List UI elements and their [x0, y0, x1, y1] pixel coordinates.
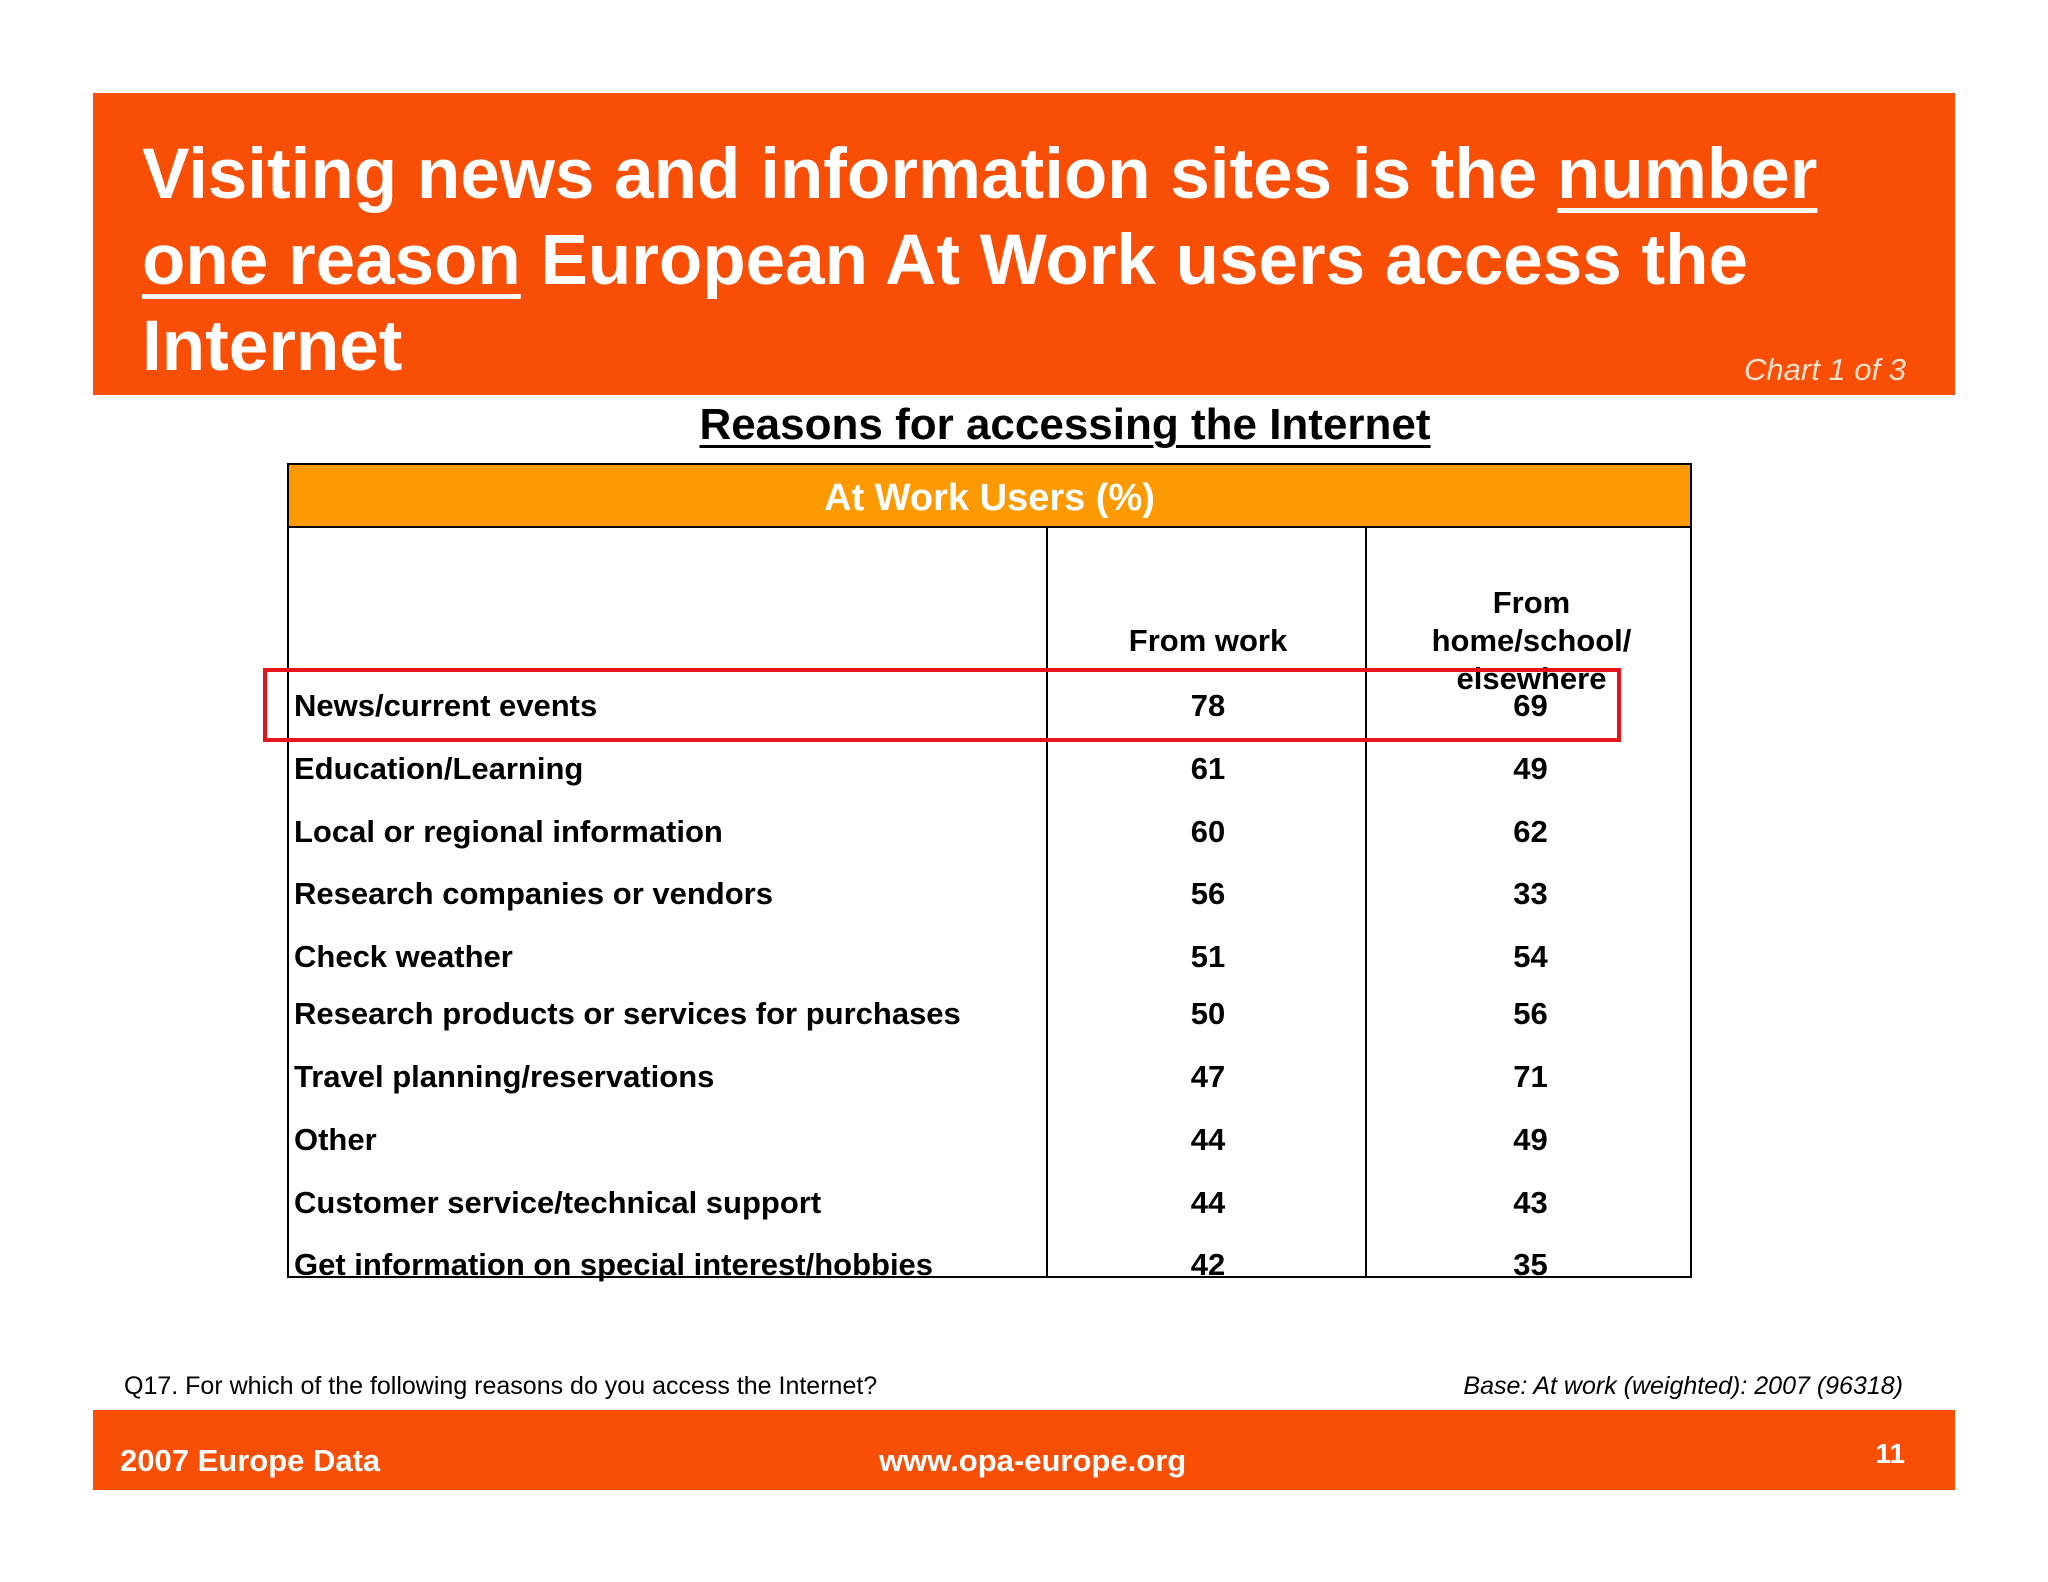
group-header: At Work Users (%): [289, 465, 1690, 528]
table-row: Research products or services for purcha…: [289, 994, 1690, 1034]
table-row: Travel planning/reservations 47 71: [289, 1057, 1690, 1097]
value-from-home: 62: [1513, 814, 1548, 849]
chart-title: Reasons for accessing the Internet: [699, 400, 1431, 449]
table-row: Customer service/technical support 44 43: [289, 1183, 1690, 1223]
column-header-from-work: From work: [1128, 623, 1288, 658]
table-row: Get information on special interest/hobb…: [289, 1245, 1690, 1285]
highlight-box: [263, 668, 1621, 742]
value-from-work: 44: [1190, 1185, 1226, 1220]
table-row: Check weather 51 54: [289, 937, 1690, 977]
value-from-work: 44: [1190, 1122, 1226, 1157]
header-banner: [93, 93, 1955, 395]
value-from-home: 35: [1513, 1247, 1548, 1282]
column-header-from-home: From home/school/elsewhere: [1431, 585, 1632, 696]
title-emphasis: number one reason: [142, 135, 1818, 300]
row-label: Local or regional information: [294, 814, 723, 849]
value-from-home: 69: [1513, 688, 1548, 723]
table-row: Other 44 49: [289, 1120, 1690, 1160]
value-from-work: 42: [1190, 1247, 1226, 1282]
value-from-home: 56: [1513, 996, 1548, 1031]
row-label: Education/Learning: [294, 751, 584, 786]
row-label: Research companies or vendors: [294, 876, 773, 911]
row-label: Check weather: [294, 939, 513, 974]
footer-bar: 2007 Europe Data www.opa-europe.org 11: [93, 1410, 1955, 1490]
chart-count: Chart 1 of 3: [1744, 352, 1906, 387]
table-row: Research companies or vendors 56 33: [289, 874, 1690, 914]
page-number: 11: [1875, 1438, 1905, 1469]
base-note: Base: At work (weighted): 2007 (96318): [1463, 1372, 1903, 1400]
column-divider: [1365, 528, 1367, 1276]
value-from-home: 49: [1513, 1122, 1548, 1157]
footer-label: 2007 Europe Data: [120, 1443, 381, 1478]
row-label: Research products or services for purcha…: [294, 996, 961, 1031]
table-row: Education/Learning 61 49: [289, 749, 1690, 789]
value-from-work: 61: [1190, 751, 1226, 786]
value-from-work: 47: [1190, 1059, 1226, 1094]
table-row: News/current events 78 69: [289, 686, 1690, 726]
value-from-work: 51: [1190, 939, 1226, 974]
value-from-home: 43: [1513, 1185, 1548, 1220]
row-label: Customer service/technical support: [294, 1185, 822, 1220]
title-part-1: Visiting news and information sites is t…: [142, 135, 1558, 214]
value-from-home: 49: [1513, 751, 1548, 786]
value-from-work: 50: [1190, 996, 1226, 1031]
value-from-home: 54: [1513, 939, 1548, 974]
row-label: Get information on special interest/hobb…: [294, 1247, 934, 1282]
table-row: Local or regional information 60 62: [289, 812, 1690, 852]
question-note: Q17. For which of the following reasons …: [124, 1372, 878, 1400]
column-divider: [1046, 528, 1048, 1276]
footer-url[interactable]: www.opa-europe.org: [879, 1443, 1187, 1478]
row-label: Travel planning/reservations: [294, 1059, 715, 1094]
table-body: News/current events 78 69 Education/Learnin…: [289, 465, 1690, 1282]
data-table: At Work Users (%) From work From home/sch…: [287, 463, 1692, 1282]
value-from-home: 33: [1513, 876, 1548, 911]
value-from-work: 78: [1190, 688, 1226, 723]
value-from-home: 71: [1513, 1059, 1548, 1094]
row-label: Other: [294, 1122, 377, 1157]
value-from-work: 56: [1190, 876, 1226, 911]
value-from-work: 60: [1190, 814, 1226, 849]
page-title: Visiting news and information sites is t…: [142, 132, 1922, 390]
row-label: News/current events: [294, 688, 598, 723]
title-part-2: European At Work users access the Intern…: [142, 221, 1748, 386]
